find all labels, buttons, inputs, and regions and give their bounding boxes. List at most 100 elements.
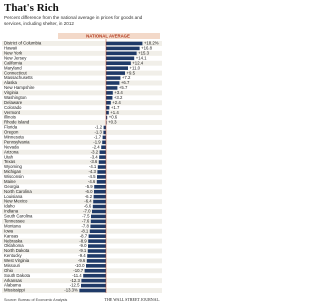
value-label: +12.4: [132, 60, 143, 65]
value-label: -8.7: [80, 233, 88, 238]
category-label: South Carolina: [4, 214, 33, 219]
row-stripe: [2, 189, 162, 195]
category-label: Idaho: [4, 204, 15, 209]
category-label: California: [4, 60, 23, 65]
category-label: New Jersey: [4, 55, 27, 60]
category-label: Florida: [4, 125, 18, 130]
category-label: Kentucky: [4, 253, 23, 258]
bar: [94, 189, 106, 194]
bar: [102, 140, 106, 145]
value-label: -9.6: [78, 258, 86, 263]
value-label: -13.3%: [64, 288, 78, 293]
value-label: +3.4: [114, 90, 123, 95]
row-stripe: [2, 129, 162, 135]
bar: [91, 214, 106, 219]
bar: [79, 288, 106, 293]
bar: [81, 278, 106, 283]
category-label: Ohio: [4, 268, 14, 273]
category-label: Alaska: [4, 80, 18, 85]
bar: [92, 204, 106, 209]
row-stripe: [2, 41, 162, 46]
bar: [106, 105, 110, 110]
bar: [98, 160, 106, 164]
category-label: Wyoming: [4, 164, 22, 169]
category-label: Delaware: [4, 100, 23, 105]
value-label: -1.9: [93, 139, 101, 144]
bar: [90, 219, 106, 224]
bar: [87, 254, 106, 258]
bar: [92, 209, 106, 214]
category-label: Oregon: [4, 130, 19, 135]
value-label: -8.9: [79, 238, 87, 243]
value-label: +2.4: [112, 100, 121, 105]
value-label: -6.6: [84, 204, 92, 209]
bar: [86, 264, 106, 268]
row-stripe: [2, 258, 162, 264]
bar: [97, 170, 106, 174]
value-label: +1.4: [110, 110, 119, 115]
row-stripe: [2, 100, 162, 106]
bar: [99, 150, 106, 154]
category-label: Utah: [4, 154, 14, 159]
category-label: Missouri: [4, 263, 20, 268]
category-label: Virginia: [4, 90, 19, 95]
row-stripe: [2, 149, 162, 155]
value-label: -7.6: [82, 218, 90, 223]
value-label: -12.5: [70, 283, 80, 288]
chart: NATIONAL AVERAGE District of Columbia +18…: [2, 33, 162, 293]
row-stripe: [2, 139, 162, 145]
row-stripe: [2, 199, 162, 205]
row-stripe: [2, 70, 162, 76]
row-stripe: [2, 80, 162, 86]
chart-subtitle: Percent difference from the national ave…: [4, 15, 143, 26]
bar: [89, 229, 106, 234]
bar: [102, 135, 106, 140]
value-label: -9.4: [78, 253, 86, 258]
bar: [106, 56, 135, 61]
bar: [83, 273, 106, 278]
category-label: Iowa: [4, 228, 14, 233]
chart-title: That's Rich: [4, 2, 59, 14]
row-stripe: [2, 90, 162, 96]
bar: [106, 46, 140, 51]
row-stripe: [2, 268, 162, 274]
bar: [106, 86, 118, 90]
category-label: Georgia: [4, 184, 20, 189]
category-label: South Dakota: [4, 273, 31, 278]
bar: [106, 61, 131, 66]
value-label: -10.7: [73, 268, 83, 273]
category-label: New Hampshire: [4, 85, 35, 90]
category-label: Illinois: [4, 115, 16, 120]
value-label: +6.7: [121, 80, 130, 85]
value-label: +7.2: [122, 75, 131, 80]
value-label: -1.7: [94, 134, 102, 139]
category-label: Rhode Island: [4, 120, 30, 125]
bar: [101, 145, 106, 150]
category-label: Montana: [4, 223, 21, 228]
category-label: Massachusetts: [4, 75, 33, 80]
category-label: New Mexico: [4, 199, 28, 204]
row-stripe: [2, 110, 162, 116]
bar: [106, 76, 121, 80]
value-label: +0.3: [108, 120, 117, 125]
category-label: Tennessee: [4, 218, 25, 223]
value-label: -12.3: [70, 278, 80, 283]
bar: [97, 175, 106, 179]
bar: [106, 66, 128, 70]
bar: [106, 91, 113, 95]
page-body: That's Rich Percent difference from the …: [2, 2, 162, 302]
value-label: +14.1: [136, 55, 147, 60]
value-label: -7.5: [82, 214, 90, 219]
axis-label: NATIONAL AVERAGE: [86, 33, 130, 38]
bar: [106, 41, 143, 46]
category-label: District of Columbia: [4, 41, 42, 46]
bar: [94, 184, 106, 189]
value-label: -10.0: [75, 263, 85, 268]
category-label: Maryland: [4, 65, 22, 70]
value-label: +9.5: [127, 70, 136, 75]
value-label: -3.6: [90, 159, 98, 164]
category-label: Minnesota: [4, 134, 24, 139]
bar: [106, 120, 107, 125]
bar: [106, 100, 111, 105]
row-stripe: [2, 60, 162, 66]
